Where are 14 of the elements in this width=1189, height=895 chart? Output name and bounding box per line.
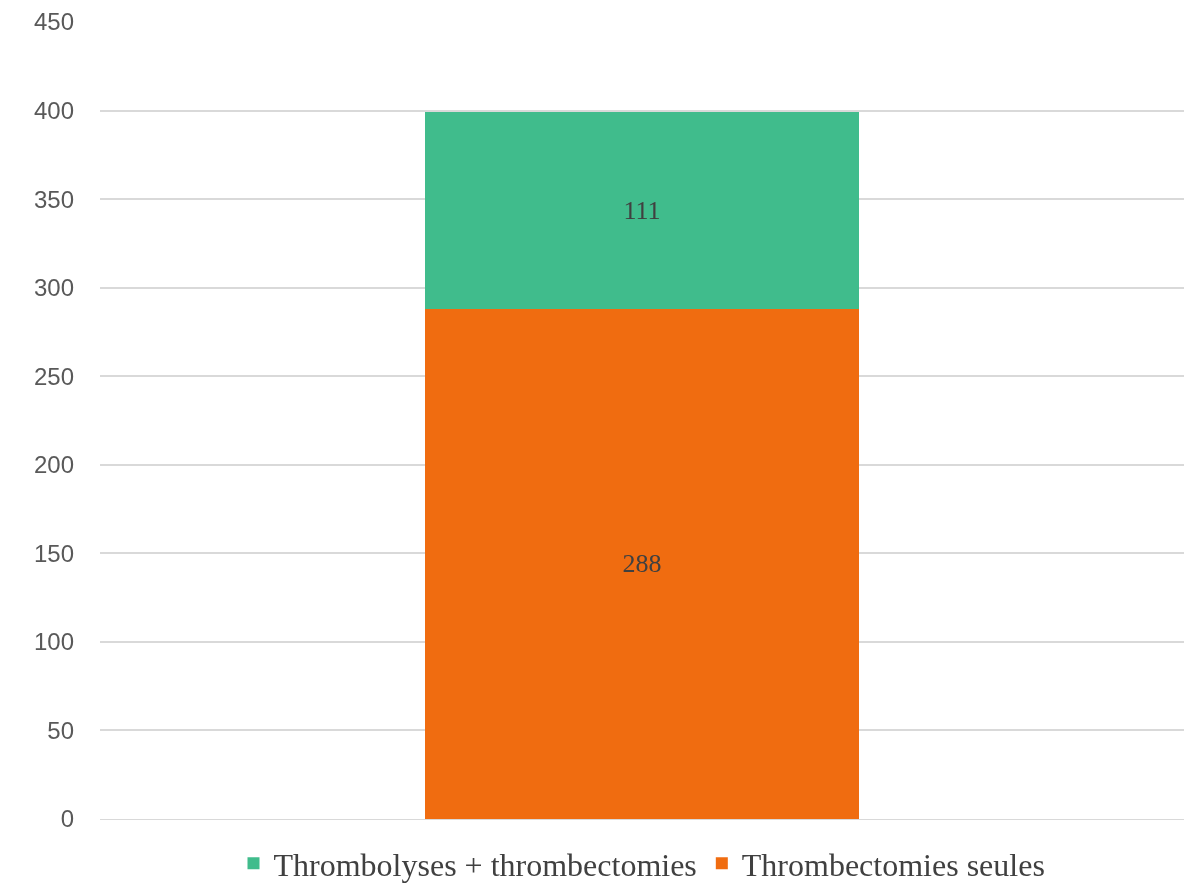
y-tick-label: 150 [33, 539, 74, 567]
y-tick-label: 450 [33, 8, 74, 36]
legend-label: Thrombectomies seules [741, 846, 1045, 883]
legend-label: Thrombolyses + thrombectomies [273, 846, 697, 883]
y-tick-label: 0 [60, 805, 74, 833]
y-tick-label: 350 [33, 185, 74, 213]
y-tick-label: 250 [33, 362, 74, 390]
y-tick-label: 200 [33, 451, 74, 479]
y-tick-label: 300 [33, 274, 74, 302]
y-tick-label: 50 [47, 716, 74, 744]
data-label: 288 [622, 549, 662, 579]
y-tick-label: 400 [33, 96, 74, 124]
data-label: 111 [623, 196, 661, 226]
y-tick-label: 100 [33, 628, 74, 656]
